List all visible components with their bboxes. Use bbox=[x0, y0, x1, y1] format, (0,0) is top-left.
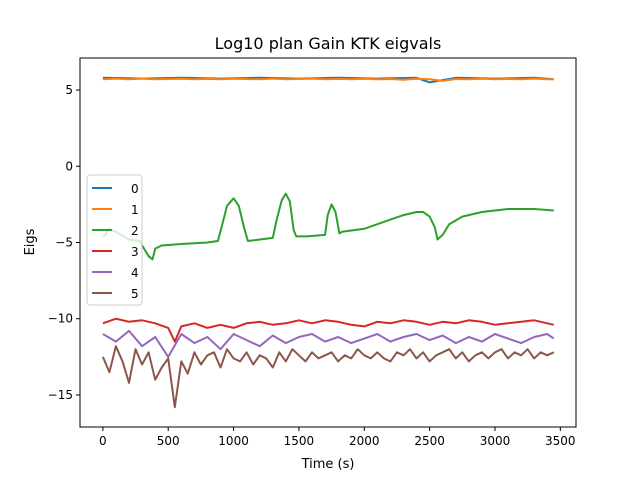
legend-label-2: 2 bbox=[131, 224, 139, 238]
x-tick-label: 2500 bbox=[414, 434, 445, 448]
y-tick-label: 0 bbox=[65, 159, 73, 173]
x-tick-label: 3500 bbox=[545, 434, 576, 448]
y-tick-label: −10 bbox=[48, 312, 73, 326]
series-line-5 bbox=[101, 345, 555, 409]
y-tick-label: −5 bbox=[55, 236, 73, 250]
x-tick-label: 2000 bbox=[349, 434, 380, 448]
series-line-4 bbox=[102, 329, 555, 358]
x-axis-label: Time (s) bbox=[301, 457, 355, 472]
x-tick-label: 1000 bbox=[218, 434, 249, 448]
legend-label-3: 3 bbox=[131, 245, 139, 259]
y-axis-label: Eigs bbox=[23, 228, 38, 255]
legend-label-0: 0 bbox=[131, 182, 139, 196]
series-line-2 bbox=[102, 192, 554, 261]
y-tick-label: 5 bbox=[65, 83, 73, 97]
x-tick-label: 3000 bbox=[480, 434, 511, 448]
x-tick-label: 500 bbox=[157, 434, 180, 448]
legend: 0 1 2 3 4 5 bbox=[86, 174, 143, 306]
x-tick-label: 0 bbox=[99, 434, 107, 448]
chart-title: Log10 plan Gain KTK eigvals bbox=[215, 34, 442, 53]
x-tick-label: 1500 bbox=[284, 434, 315, 448]
legend-label-5: 5 bbox=[131, 287, 139, 301]
legend-label-1: 1 bbox=[131, 203, 139, 217]
series-layer bbox=[101, 76, 555, 409]
legend-label-4: 4 bbox=[131, 266, 139, 280]
ticks-layer: 0 500 1000 1500 2000 2500 3000 3500 5 0 −5 −10 −15 bbox=[48, 83, 576, 448]
y-tick-label: −15 bbox=[48, 388, 73, 402]
series-line-1 bbox=[102, 77, 554, 82]
series-line-3 bbox=[102, 317, 555, 343]
